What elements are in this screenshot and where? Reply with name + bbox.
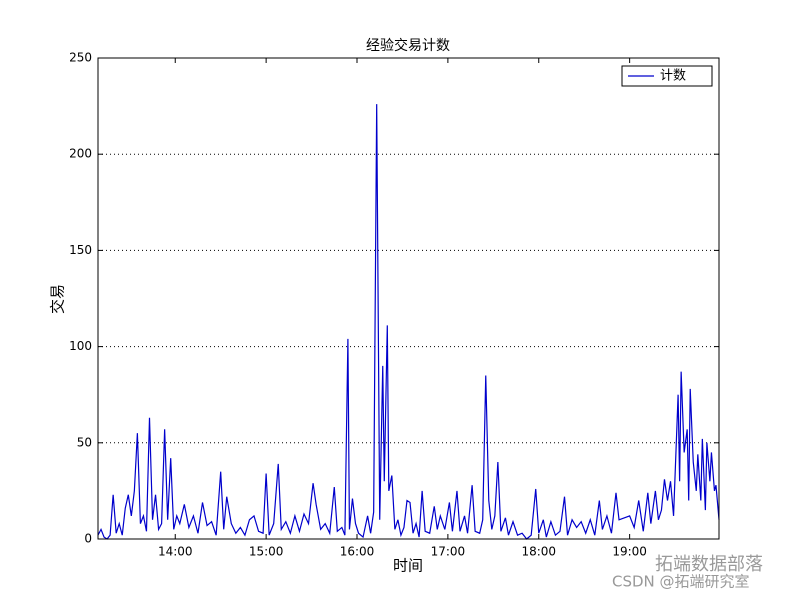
y-tick-label: 150 [69, 243, 92, 257]
line-series [97, 104, 720, 540]
x-tick-label: 15:00 [249, 545, 284, 559]
x-tick-label: 19:00 [612, 545, 647, 559]
legend-label: 计数 [660, 69, 686, 84]
x-tick-label: 18:00 [521, 545, 556, 559]
watermark: CSDN @拓端研究室 [612, 573, 750, 591]
y-tick-label: 0 [84, 532, 92, 546]
x-tick-label: 16:00 [340, 545, 375, 559]
watermark: 拓端数据部落 [655, 554, 763, 575]
x-tick-label: 17:00 [431, 545, 466, 559]
y-tick-label: 250 [69, 51, 92, 65]
legend: 计数 [621, 65, 713, 87]
y-tick-label: 100 [69, 339, 92, 353]
plot-frame [97, 57, 720, 540]
legend-box [621, 65, 713, 87]
y-tick-label: 50 [77, 435, 92, 449]
x-axis-label: 时间 [393, 557, 423, 575]
y-axis-label: 交易 [49, 284, 67, 314]
y-tick-label: 200 [69, 147, 92, 161]
chart-title: 经验交易计数 [366, 37, 450, 54]
x-tick-label: 14:00 [158, 545, 193, 559]
